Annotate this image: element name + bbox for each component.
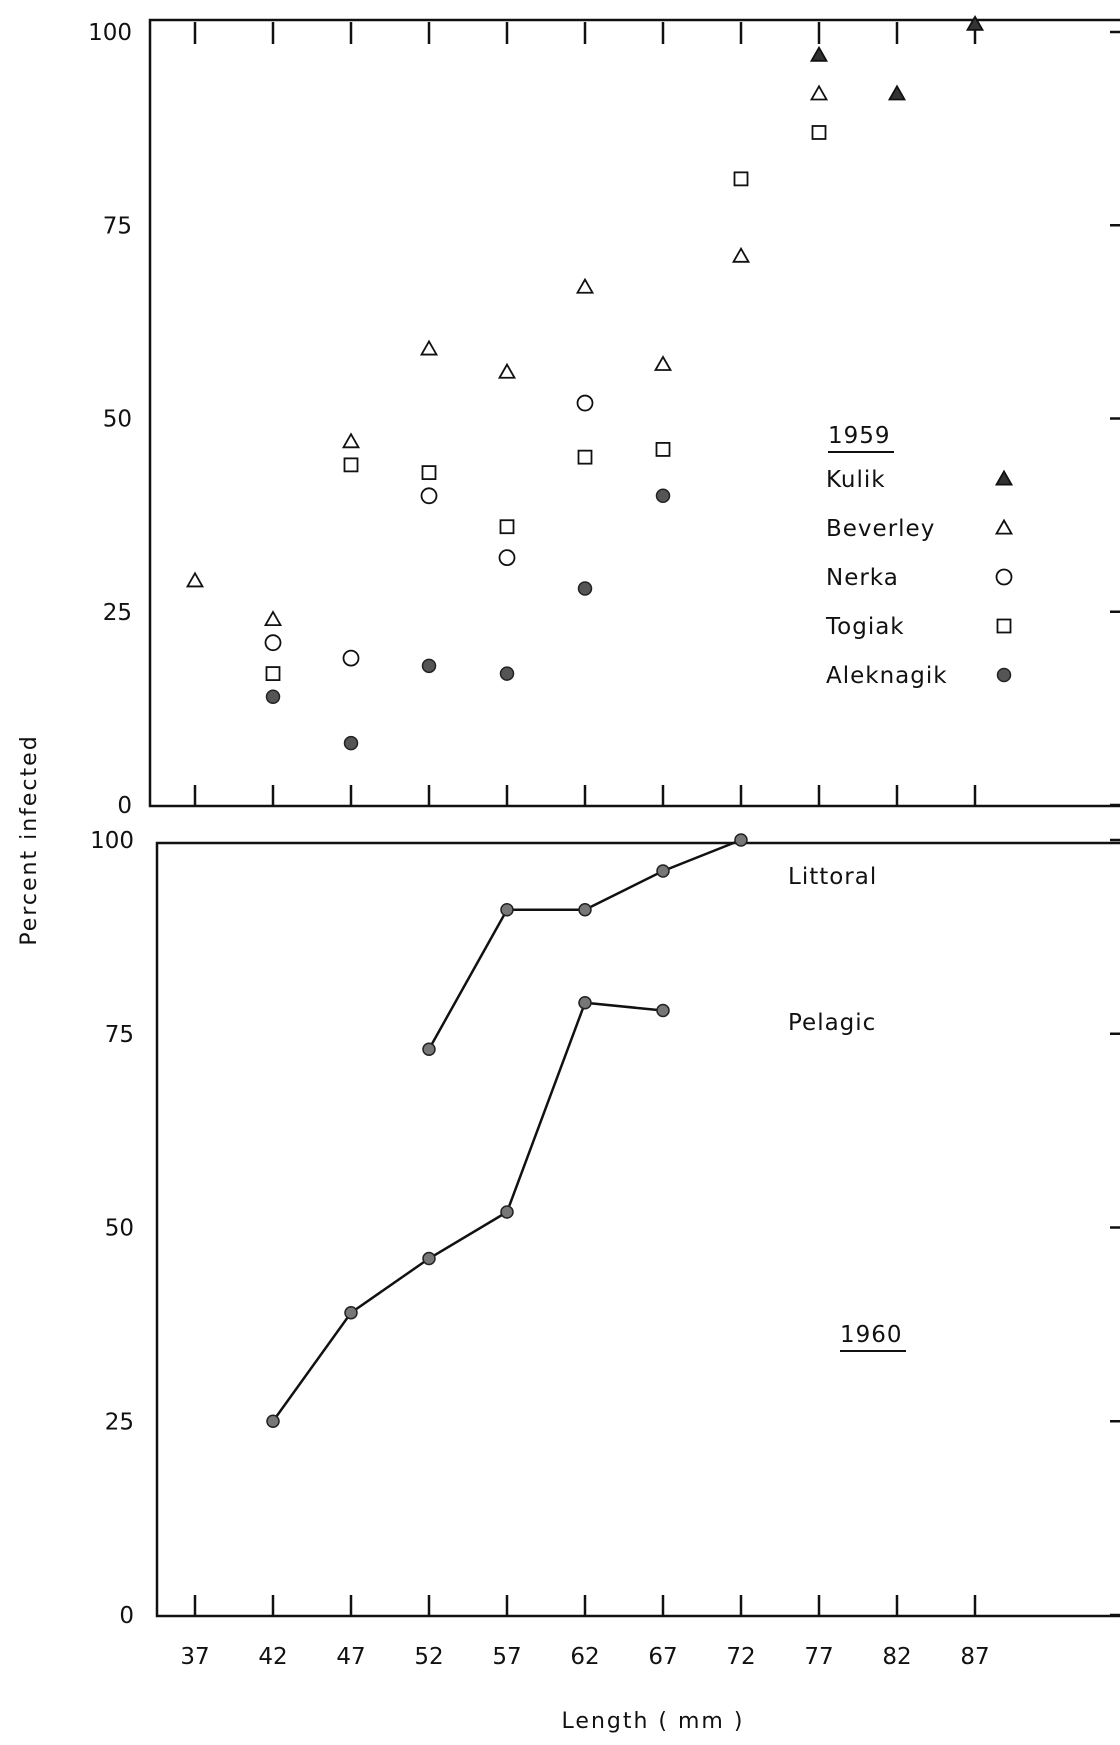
point-pelagic — [500, 1205, 514, 1219]
point-togiak — [343, 457, 359, 473]
point-togiak — [421, 465, 437, 481]
bottom-panel-1960: 0 25 50 75 100 Littoral Pelagic 1960 — [90, 828, 1120, 1629]
line-littoral — [427, 838, 742, 1050]
point-kulik — [887, 84, 907, 101]
top-y-tick-label: 75 — [103, 213, 132, 239]
point-togiak — [499, 519, 515, 535]
x-tick-label: 37 — [180, 1644, 209, 1670]
point-nerka — [576, 394, 594, 412]
point-beverley — [263, 610, 283, 627]
point-kulik — [809, 45, 829, 62]
top-y-tick-label: 25 — [103, 600, 132, 626]
point-littoral — [578, 903, 592, 917]
bottom-y-tick-label: 100 — [90, 828, 134, 854]
bottom-y-tick-label: 25 — [105, 1409, 134, 1435]
point-togiak — [655, 442, 671, 457]
point-aleknagik — [421, 658, 437, 674]
point-aleknagik — [499, 666, 515, 681]
point-pelagic — [578, 996, 592, 1010]
point-littoral — [422, 1042, 436, 1056]
top-y-tick-label: 50 — [103, 407, 132, 433]
legend-marker-kulik — [994, 469, 1014, 486]
x-tick-label: 62 — [570, 1644, 599, 1670]
x-tick-label: 72 — [726, 1644, 755, 1670]
x-tick-label: 82 — [882, 1644, 911, 1670]
y-axis-title: Percent infected — [17, 734, 42, 945]
x-tick-label: 52 — [414, 1644, 443, 1670]
point-pelagic — [656, 1003, 670, 1018]
point-pelagic — [422, 1251, 436, 1266]
point-togiak — [265, 666, 281, 681]
legend-label-togiak: Togiak — [825, 614, 905, 640]
legend-label-beverley: Beverley — [826, 516, 935, 542]
point-beverley — [185, 571, 205, 588]
series-label-littoral: Littoral — [788, 864, 877, 890]
legend-marker-nerka — [995, 568, 1013, 586]
point-aleknagik — [655, 488, 671, 504]
point-beverley — [731, 246, 751, 263]
point-beverley — [341, 432, 361, 449]
x-axis-title: Length ( mm ) — [562, 1709, 745, 1734]
point-beverley — [419, 339, 439, 356]
legend-label-aleknagik: Aleknagik — [826, 663, 948, 689]
point-togiak — [577, 449, 593, 465]
bottom-y-tick-label: 75 — [105, 1022, 134, 1048]
x-tick-label: 57 — [492, 1644, 521, 1670]
point-beverley — [575, 277, 595, 294]
point-beverley — [653, 355, 673, 371]
panel-title-1960: 1960 — [840, 1322, 903, 1348]
point-togiak — [811, 125, 827, 140]
point-beverley — [497, 362, 517, 379]
point-nerka — [264, 634, 282, 652]
point-littoral — [734, 833, 748, 847]
legend-label-kulik: Kulik — [826, 467, 886, 493]
bottom-y-tick-label: 0 — [119, 1603, 134, 1629]
legend-label-nerka: Nerka — [826, 565, 899, 591]
point-pelagic — [344, 1306, 358, 1320]
point-littoral — [656, 864, 670, 878]
bottom-y-tick-label: 50 — [105, 1216, 134, 1242]
point-pelagic — [266, 1414, 280, 1428]
legend-marker-aleknagik — [996, 667, 1012, 683]
bottom-panel-frame — [155, 841, 1120, 1618]
point-aleknagik — [265, 689, 281, 705]
point-kulik — [965, 14, 985, 31]
top-y-tick-label: 100 — [88, 20, 132, 46]
x-tick-label: 77 — [804, 1644, 833, 1670]
point-nerka — [498, 549, 516, 567]
legend-marker-beverley — [994, 518, 1014, 535]
point-littoral — [500, 903, 514, 917]
x-tick-label: 42 — [258, 1644, 287, 1670]
x-tick-label: 47 — [336, 1644, 365, 1670]
series-label-pelagic: Pelagic — [788, 1010, 876, 1036]
x-tick-label: 67 — [648, 1644, 677, 1670]
legend: 1959 Kulik Beverley Nerka Togiak Aleknagik — [825, 423, 1014, 689]
point-beverley — [809, 84, 829, 101]
top-panel-1959: 0 25 50 75 100 1959 Kulik Beverley Nerka Togiak… — [88, 14, 1120, 819]
top-panel-frame — [148, 18, 1120, 808]
legend-title: 1959 — [828, 423, 891, 449]
point-togiak — [733, 171, 749, 187]
point-nerka — [420, 487, 438, 505]
x-tick-label: 87 — [960, 1644, 989, 1670]
point-nerka — [342, 649, 360, 667]
point-aleknagik — [577, 581, 593, 596]
line-pelagic — [271, 1001, 664, 1422]
legend-marker-togiak — [996, 618, 1012, 634]
top-y-tick-label: 0 — [117, 793, 132, 819]
point-aleknagik — [343, 735, 359, 751]
